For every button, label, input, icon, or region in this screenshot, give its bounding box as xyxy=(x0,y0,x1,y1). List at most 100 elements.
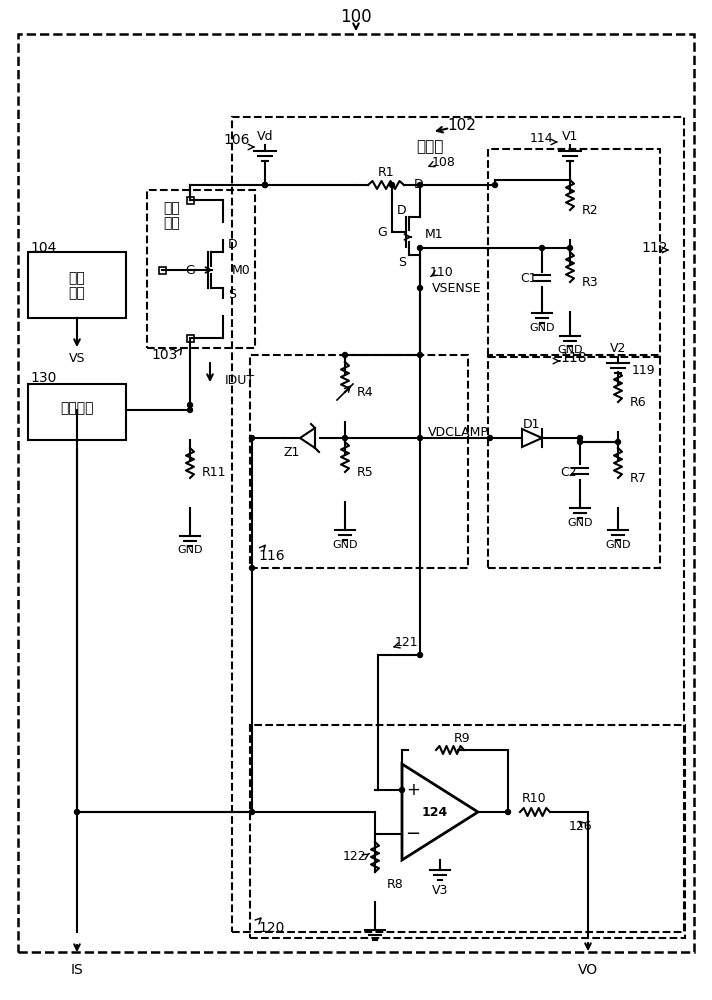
Text: R6: R6 xyxy=(630,395,646,408)
Text: R9: R9 xyxy=(454,732,471,744)
Circle shape xyxy=(342,353,347,358)
Bar xyxy=(488,355,660,568)
Text: S: S xyxy=(228,288,236,302)
Bar xyxy=(147,190,255,348)
Circle shape xyxy=(389,182,394,188)
Bar xyxy=(232,117,684,932)
Bar xyxy=(28,252,126,318)
Circle shape xyxy=(249,566,254,570)
Text: 124: 124 xyxy=(422,806,448,818)
Text: 126: 126 xyxy=(568,820,592,832)
Text: 118: 118 xyxy=(560,351,587,365)
Text: G: G xyxy=(377,226,387,238)
Text: 114: 114 xyxy=(530,131,553,144)
Circle shape xyxy=(399,788,404,792)
Text: R8: R8 xyxy=(387,879,404,892)
Text: Z1: Z1 xyxy=(284,446,300,460)
Bar xyxy=(488,149,660,357)
Text: 120: 120 xyxy=(258,921,284,935)
Text: Vd: Vd xyxy=(257,130,273,143)
Text: D: D xyxy=(397,204,407,217)
Text: R10: R10 xyxy=(522,792,546,806)
Text: VSENSE: VSENSE xyxy=(432,282,481,294)
Bar xyxy=(187,196,194,204)
Circle shape xyxy=(187,408,192,412)
Text: V3: V3 xyxy=(431,884,448,896)
Text: C2: C2 xyxy=(560,466,577,479)
Circle shape xyxy=(417,436,422,440)
Text: 103: 103 xyxy=(152,348,178,362)
Circle shape xyxy=(417,286,422,290)
Text: GND: GND xyxy=(605,540,631,550)
Circle shape xyxy=(417,652,422,658)
Text: R1: R1 xyxy=(377,165,394,178)
Text: 栅极: 栅极 xyxy=(68,271,85,285)
Text: 121: 121 xyxy=(395,637,419,650)
Text: R4: R4 xyxy=(357,385,374,398)
Text: 被测: 被测 xyxy=(164,201,180,215)
Text: G: G xyxy=(185,263,195,276)
Text: V1: V1 xyxy=(562,130,578,143)
Text: GND: GND xyxy=(333,540,357,550)
Circle shape xyxy=(187,402,192,408)
Text: R2: R2 xyxy=(582,204,599,217)
Text: VS: VS xyxy=(69,352,85,364)
Text: D1: D1 xyxy=(523,418,540,430)
Text: R11: R11 xyxy=(202,466,226,480)
Text: VDCLAMP: VDCLAMP xyxy=(428,426,489,440)
Circle shape xyxy=(577,436,582,440)
Circle shape xyxy=(263,182,268,188)
Bar xyxy=(250,725,685,938)
Text: GND: GND xyxy=(177,545,203,555)
Circle shape xyxy=(417,245,422,250)
Text: 100: 100 xyxy=(340,8,372,26)
Text: GND: GND xyxy=(529,323,555,333)
Text: 电流感测: 电流感测 xyxy=(61,401,94,415)
Circle shape xyxy=(75,810,80,814)
Text: 器件: 器件 xyxy=(164,216,180,230)
Text: GND: GND xyxy=(557,345,582,355)
Text: 104: 104 xyxy=(30,241,56,255)
Circle shape xyxy=(417,353,422,358)
Text: 102: 102 xyxy=(448,117,476,132)
Text: 116: 116 xyxy=(258,549,285,563)
Text: M0: M0 xyxy=(232,263,251,276)
Text: +: + xyxy=(406,781,420,799)
Text: S: S xyxy=(398,256,406,269)
Text: M1: M1 xyxy=(425,229,444,241)
Circle shape xyxy=(249,436,254,440)
Text: D: D xyxy=(228,238,238,251)
Text: 106: 106 xyxy=(224,133,250,147)
Text: C1: C1 xyxy=(520,271,537,284)
Circle shape xyxy=(493,182,498,188)
Text: R5: R5 xyxy=(357,466,374,479)
Text: IS: IS xyxy=(70,963,83,977)
Circle shape xyxy=(249,810,254,814)
Circle shape xyxy=(615,440,620,444)
Circle shape xyxy=(567,245,572,250)
Text: D: D xyxy=(414,178,424,192)
Text: 130: 130 xyxy=(30,371,56,385)
Circle shape xyxy=(263,182,268,188)
Text: 衰减器: 衰减器 xyxy=(417,139,444,154)
Bar xyxy=(250,355,468,568)
Text: GND: GND xyxy=(567,518,593,528)
Text: −: − xyxy=(405,825,421,843)
Circle shape xyxy=(577,440,582,444)
Text: 112: 112 xyxy=(642,241,668,255)
Bar xyxy=(187,334,194,342)
Bar xyxy=(28,384,126,440)
Text: 108: 108 xyxy=(432,155,456,168)
Text: 110: 110 xyxy=(430,265,454,278)
Circle shape xyxy=(417,182,422,188)
Bar xyxy=(159,266,165,273)
Circle shape xyxy=(488,436,493,440)
Text: R3: R3 xyxy=(582,275,599,288)
Text: VO: VO xyxy=(578,963,598,977)
Text: 119: 119 xyxy=(632,363,656,376)
Text: IDUT: IDUT xyxy=(225,373,255,386)
Circle shape xyxy=(506,810,511,814)
Text: V2: V2 xyxy=(609,342,626,356)
Circle shape xyxy=(540,245,545,250)
Circle shape xyxy=(342,436,347,440)
